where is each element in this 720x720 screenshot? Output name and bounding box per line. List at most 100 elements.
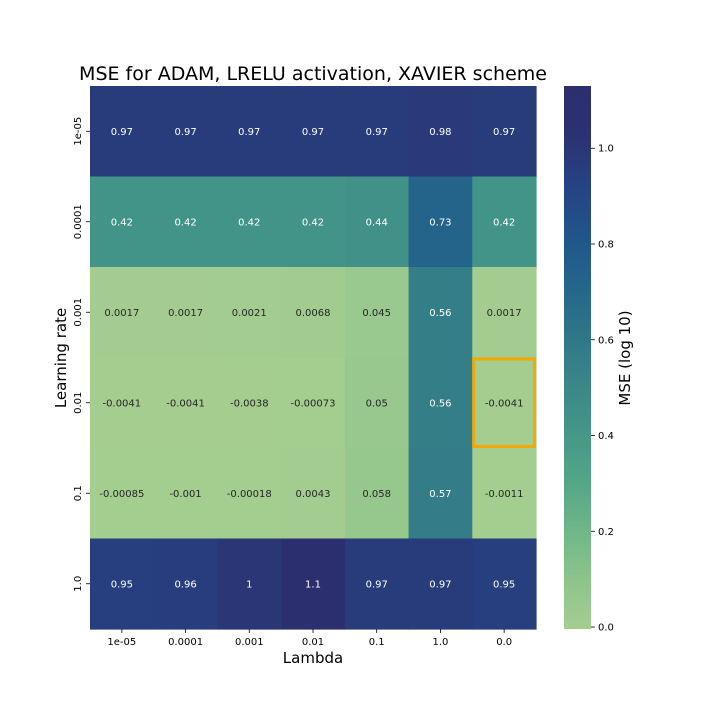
heatmap-cell	[472, 357, 537, 449]
cell-value-label: 0.96	[174, 579, 196, 590]
heatmap-cell	[472, 86, 537, 178]
heatmap-cell	[153, 357, 219, 449]
cell-value-label: 0.73	[429, 217, 451, 228]
cell-value-label: 0.97	[493, 127, 515, 138]
heatmap-cell-labels: 0.97 0.97 0.97 0.97 0.97 0.98 0.97 0.42 0.42 0.42…	[99, 127, 523, 591]
heatmap-cell	[344, 448, 410, 540]
heatmap-cell	[217, 357, 282, 449]
cell-value-label: 0.97	[238, 127, 260, 138]
heatmap-cell	[344, 267, 410, 359]
heatmap-cell	[472, 176, 537, 268]
cell-value-label: 0.0068	[296, 308, 331, 319]
cell-value-label: 0.058	[362, 489, 391, 500]
heatmap-cell	[90, 86, 155, 178]
heatmap-cell	[217, 176, 282, 268]
cell-value-label: -0.0041	[103, 398, 142, 409]
heatmap-cell	[408, 538, 473, 630]
heatmap-cell	[90, 357, 155, 449]
cell-value-label: 0.98	[429, 127, 451, 138]
x-tick-label: 0.0	[496, 637, 512, 648]
cell-value-label: -0.0041	[485, 398, 524, 409]
cell-value-label: -0.001	[169, 489, 201, 500]
cell-value-label: 0.0021	[232, 308, 267, 319]
colorbar-tick-label: 0.8	[598, 240, 614, 251]
x-tick-label: 0.001	[235, 637, 264, 648]
x-axis-label: Lambda	[283, 649, 343, 667]
heatmap-cell	[90, 176, 155, 268]
y-tick-label: 0.001	[73, 298, 84, 327]
heatmap-cell	[472, 538, 537, 630]
cell-value-label: 0.0043	[296, 489, 331, 500]
heatmap-cell	[90, 267, 155, 359]
cell-value-label: 0.42	[302, 217, 324, 228]
heatmap-cell	[344, 357, 410, 449]
y-tick-label: 0.0001	[73, 204, 84, 239]
cell-value-label: 0.56	[429, 308, 451, 319]
y-tick-label: 1.0	[73, 576, 84, 592]
heatmap-cell	[472, 448, 537, 540]
cell-value-label: 0.97	[174, 127, 196, 138]
y-tick-label: 0.1	[73, 485, 84, 501]
x-tick-label: 0.01	[302, 637, 324, 648]
heatmap-cell	[344, 176, 410, 268]
cell-value-label: 0.045	[362, 308, 391, 319]
colorbar-tick-label: 0.6	[598, 335, 614, 346]
cell-value-label: 0.56	[429, 398, 451, 409]
cell-value-label: 0.97	[302, 127, 324, 138]
heatmap-cell	[408, 86, 473, 178]
cell-value-label: -0.0038	[230, 398, 269, 409]
heatmap-cell	[281, 357, 346, 449]
heatmap-cell	[153, 176, 219, 268]
y-axis-ticks: 1e-05 0.0001 0.001 0.01 0.1 1.0	[73, 117, 90, 592]
heatmap-cell	[472, 267, 537, 359]
cell-value-label: -0.0041	[166, 398, 205, 409]
heatmap-cells	[90, 86, 537, 630]
cell-value-label: 0.97	[429, 579, 451, 590]
cell-value-label: 0.0017	[487, 308, 522, 319]
cell-value-label: -0.00085	[99, 489, 144, 500]
colorbar	[564, 86, 591, 629]
colorbar-tick-label: 1.0	[598, 144, 614, 155]
colorbar-tick-label: 0.4	[598, 431, 614, 442]
cell-value-label: 1.1	[305, 579, 321, 590]
heatmap-cell	[281, 538, 346, 630]
cell-value-label: 0.95	[111, 579, 133, 590]
x-tick-label: 0.1	[369, 637, 385, 648]
cell-value-label: 0.97	[366, 127, 388, 138]
heatmap-cell	[281, 448, 346, 540]
cell-value-label: 0.0017	[104, 308, 139, 319]
y-tick-label: 1e-05	[73, 117, 84, 146]
heatmap-cell	[217, 448, 282, 540]
heatmap-cell	[281, 86, 346, 178]
cell-value-label: 0.42	[174, 217, 196, 228]
colorbar-tick-label: 0.2	[598, 527, 614, 538]
heatmap-cell	[153, 538, 219, 630]
cell-value-label: 0.97	[366, 579, 388, 590]
x-axis-ticks: 1e-05 0.0001 0.001 0.01 0.1 1.0 0.0	[107, 629, 512, 648]
y-axis-label: Learning rate	[52, 308, 70, 408]
highlight-layer	[472, 357, 536, 448]
heatmap-cell	[408, 176, 473, 268]
chart-title: MSE for ADAM, LRELU activation, XAVIER s…	[79, 63, 547, 85]
x-tick-label: 1.0	[432, 637, 448, 648]
cell-value-label: 0.57	[429, 489, 451, 500]
cell-value-label: 0.42	[493, 217, 515, 228]
heatmap-cell	[217, 267, 282, 359]
x-tick-label: 0.0001	[168, 637, 203, 648]
heatmap-cell	[153, 448, 219, 540]
heatmap-cell	[217, 538, 282, 630]
cell-value-label: -0.00018	[227, 489, 272, 500]
heatmap-cell	[90, 538, 155, 630]
cell-value-label: 0.0017	[168, 308, 203, 319]
colorbar-ticks: 0.0 0.2 0.4 0.6 0.8 1.0	[591, 144, 614, 634]
colorbar-label: MSE (log 10)	[616, 310, 634, 405]
heatmap-cell	[408, 357, 473, 449]
colorbar-tick-label: 0.0	[598, 623, 614, 634]
cell-value-label: 1	[246, 579, 252, 590]
heatmap-cell	[281, 267, 346, 359]
cell-value-label: 0.42	[238, 217, 260, 228]
heatmap-cell	[344, 86, 410, 178]
highlight-box	[472, 357, 536, 448]
cell-value-label: 0.05	[366, 398, 388, 409]
